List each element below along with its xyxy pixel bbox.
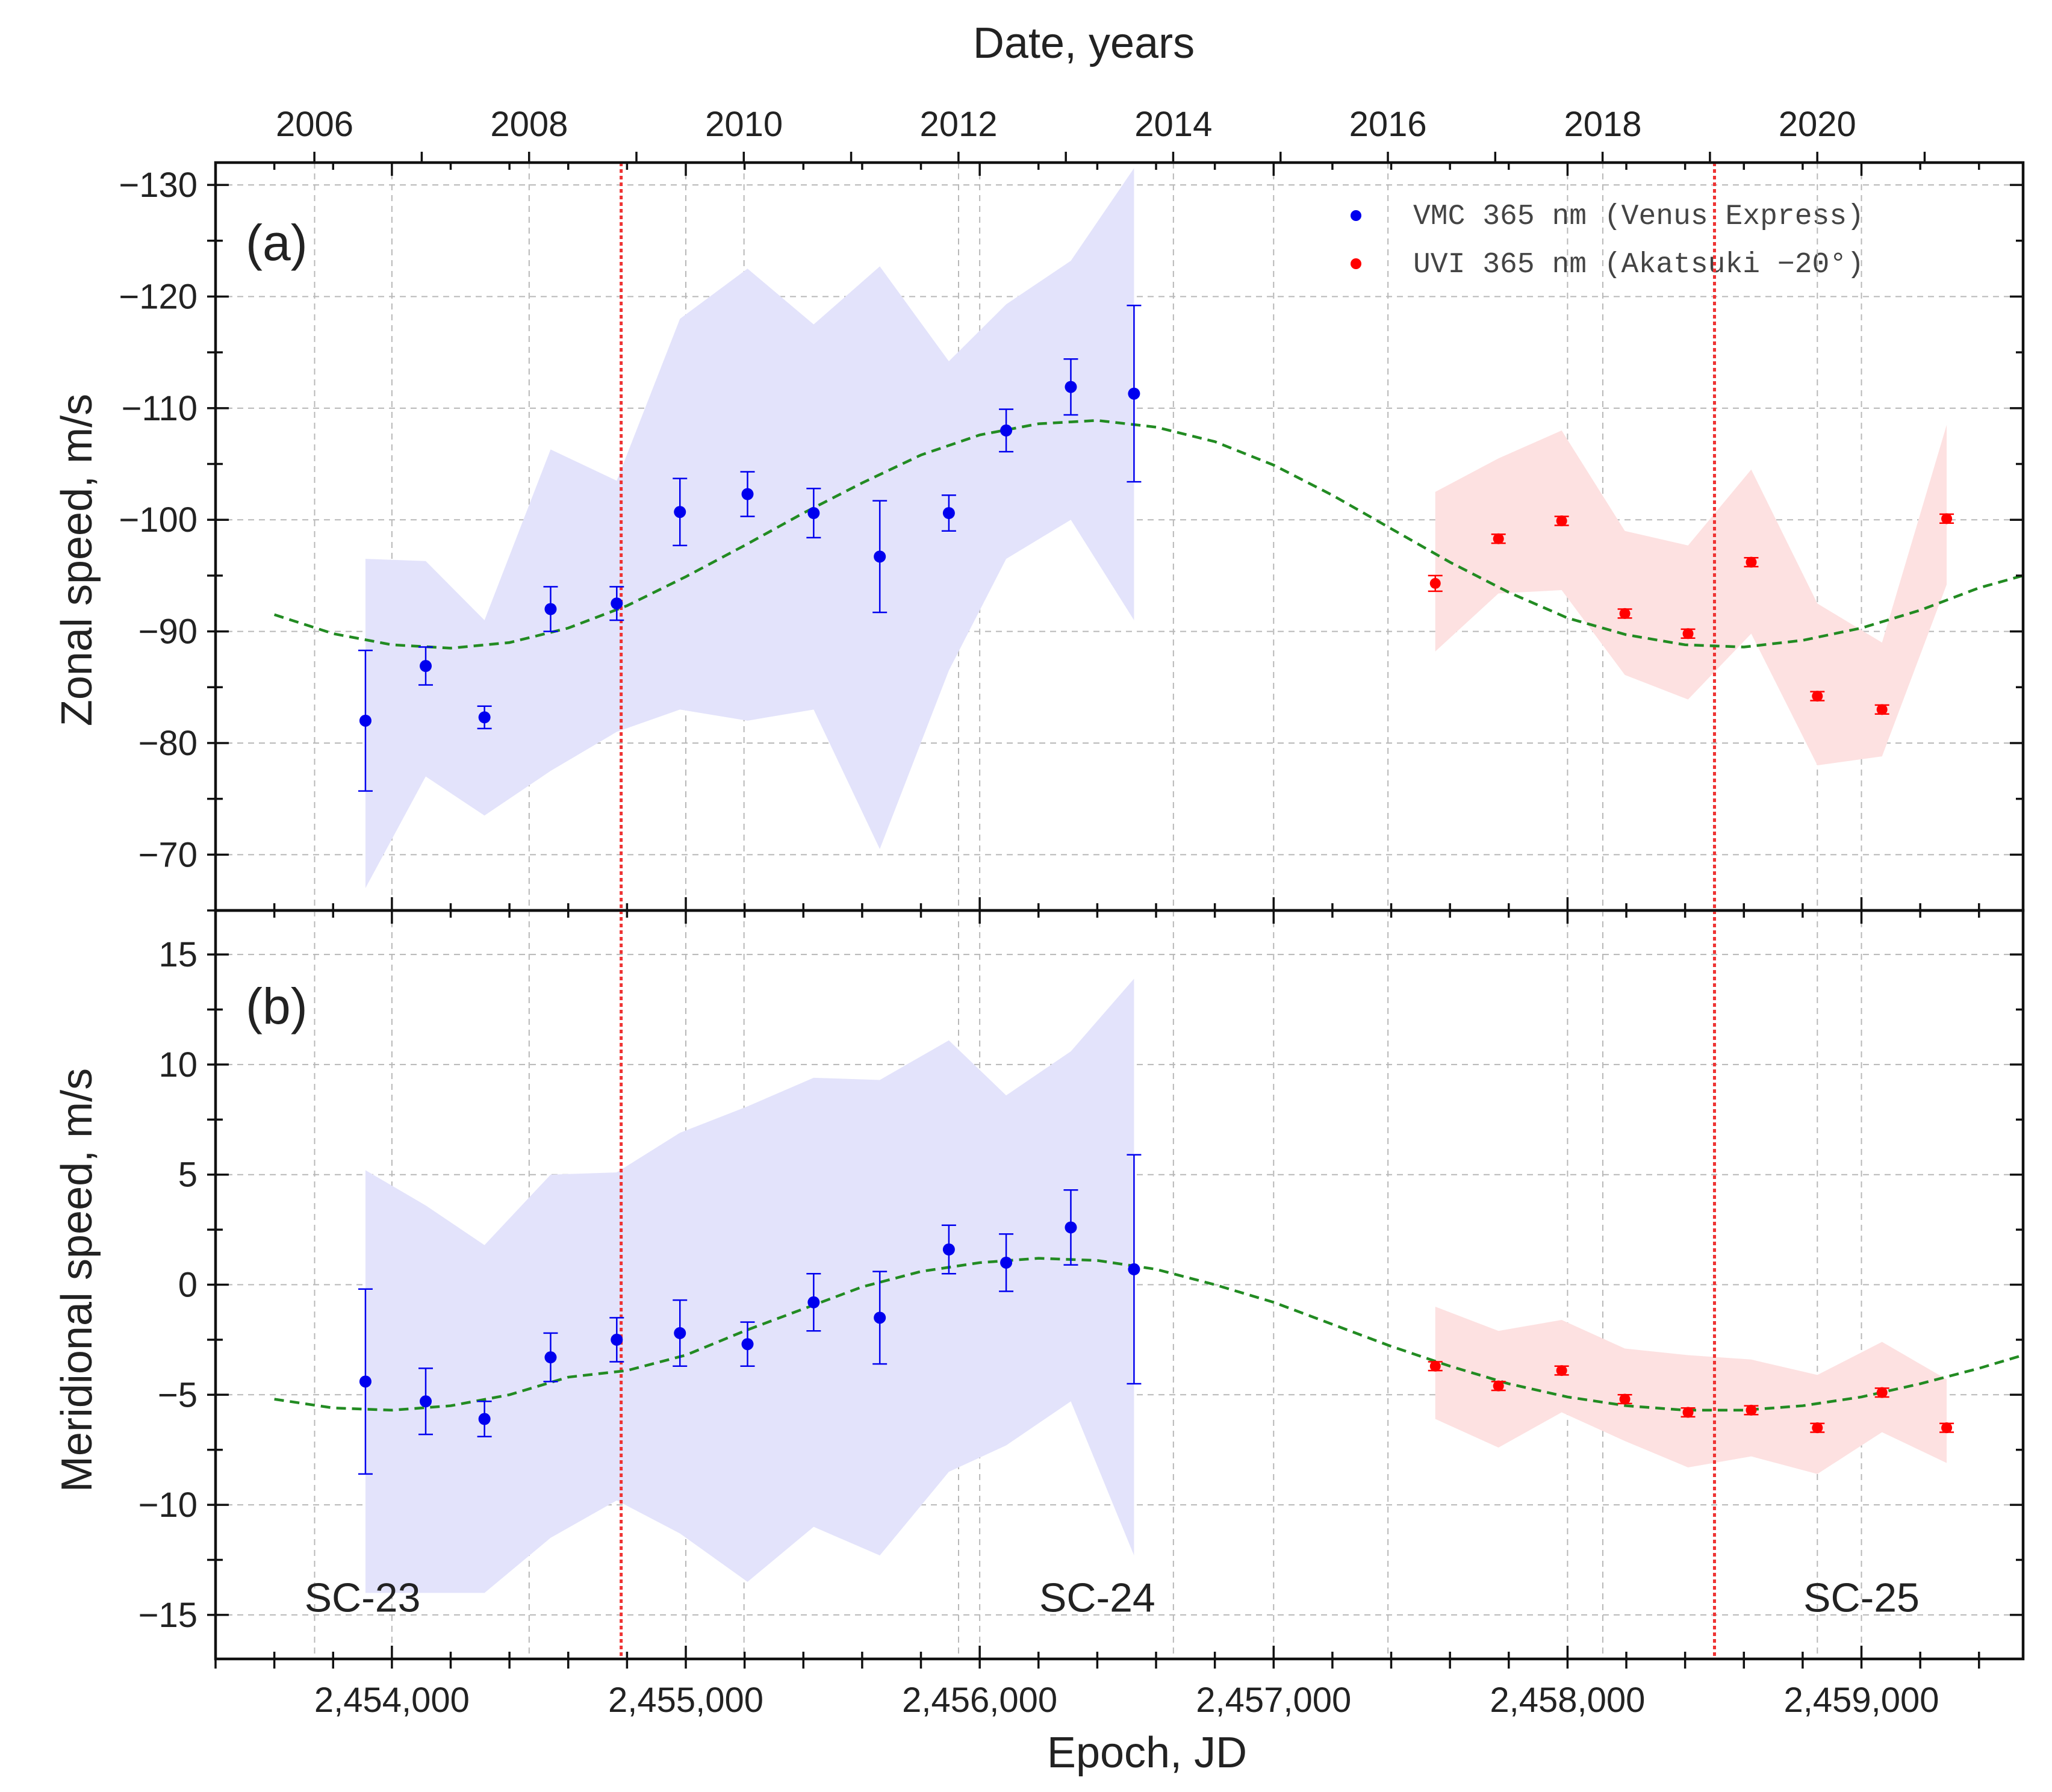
panel-b-cycle-label: SC-23 [305, 1575, 421, 1621]
panel-a-year-label: 2018 [1564, 105, 1641, 144]
panel-b-uvi-point [1941, 1422, 1953, 1434]
legend-vmc-label: VMC 365 nm (Venus Express) [1413, 201, 1864, 233]
panel-b-uvi-point [1493, 1380, 1504, 1392]
panel-a-vmc-point [741, 488, 754, 500]
panel-b-ytick-label: −15 [138, 1596, 197, 1635]
panel-b-label: (b) [246, 978, 308, 1034]
panel-a-uvi-point [1429, 577, 1441, 589]
panel-b-xtick-label: 2,457,000 [1196, 1681, 1351, 1720]
panel-b-vmc-point [544, 1351, 557, 1364]
panel-b-vmc-point [874, 1311, 886, 1324]
panel-b-ytick-label: −5 [158, 1375, 197, 1414]
panel-a: −130 −120 −110 −100 −90 −80 −70 2006 2008 2010 201… [119, 105, 2025, 912]
panel-b-cycle-label: SC-25 [1803, 1575, 1920, 1621]
panel-b-vmc-point [420, 1395, 432, 1408]
panel-b-vmc-point [741, 1338, 754, 1351]
panel-b-xtick-label: 2,455,000 [608, 1681, 763, 1720]
panel-a-ytick-label: −80 [138, 724, 197, 763]
panel-b-vmc-point [478, 1413, 491, 1425]
panel-a-uvi-point [1746, 556, 1757, 568]
panel-a-fit-line [273, 418, 2023, 650]
panel-a-vmc-point [420, 660, 432, 673]
top-axis-title: Date, years [973, 19, 1195, 67]
panel-a-vmc-point [1065, 381, 1077, 393]
panel-a-uvi-point [1493, 533, 1504, 544]
panel-a-uvi-point [1556, 515, 1567, 527]
panel-a-vmc-point [674, 506, 686, 518]
panel-a-uvi-band [1435, 425, 1947, 766]
panel-a-year-label: 2012 [919, 105, 997, 144]
panel-a-ytick-label: −110 [122, 389, 197, 428]
panel-a-vmc-point [1000, 424, 1013, 437]
panel-b-vmc-point [1065, 1221, 1077, 1234]
panel-b-uvi-point [1429, 1360, 1441, 1372]
panel-a-vmc-point [1128, 387, 1140, 400]
panel-a-vmc-point [874, 550, 886, 563]
panel-a-ylabel: Zonal speed, m/s [53, 394, 101, 726]
panel-b-xtick-label: 2,459,000 [1784, 1681, 1939, 1720]
panel-b-cycle-label: SC-24 [1039, 1575, 1155, 1621]
panel-a-year-label: 2008 [490, 105, 568, 144]
panel-a-year-label: 2010 [705, 105, 783, 144]
panel-b-fit-line [274, 1257, 2023, 1412]
panel-b-vmc-point [807, 1296, 820, 1308]
panel-a-ytick-label: −100 [119, 500, 197, 540]
legend-uvi-label: UVI 365 nm (Akatsuki −20°) [1413, 249, 1864, 281]
panel-b: 15 10 5 0 −5 −10 −15 2,454,000 2,455,000 2,456,00… [138, 909, 2025, 1720]
panel-a-year-label: 2020 [1779, 105, 1856, 144]
panel-b-vmc-point [674, 1327, 686, 1339]
panel-a-vmc-point [544, 603, 557, 615]
panel-a-vmc-point [611, 597, 623, 610]
panel-b-vmc-point [359, 1375, 372, 1388]
panel-a-year-label: 2014 [1134, 105, 1212, 144]
panel-a-vmc-band [365, 168, 1134, 888]
panel-b-xtick-label: 2,456,000 [902, 1681, 1057, 1720]
panel-b-xtick-label: 2,454,000 [314, 1681, 470, 1720]
panel-a-uvi-point [1812, 691, 1823, 702]
panel-a-vmc-point [359, 714, 372, 727]
panel-a-uvi-point [1941, 513, 1953, 524]
panel-b-uvi-point [1682, 1407, 1694, 1418]
panel-b-uvi-point [1812, 1422, 1823, 1434]
legend-uvi-marker [1351, 258, 1361, 269]
panel-b-uvi-point [1619, 1393, 1631, 1405]
panel-a-plot-area [216, 163, 2023, 910]
bottom-axis-title: Epoch, JD [1047, 1729, 1247, 1777]
panel-a-ytick-label: −120 [119, 277, 197, 316]
panel-a-ytick-label: −70 [138, 835, 197, 874]
legend-vmc-marker [1351, 210, 1361, 221]
panel-b-xtick-label: 2,458,000 [1490, 1681, 1645, 1720]
panel-a-label: (a) [246, 214, 308, 271]
panel-b-ytick-label: 15 [158, 935, 197, 974]
panel-b-vmc-band [365, 978, 1134, 1593]
panel-b-vmc-point [1000, 1256, 1013, 1269]
panel-a-uvi-point [1619, 608, 1631, 619]
panel-b-ytick-label: 10 [158, 1045, 197, 1084]
panel-b-vmc-point [1128, 1263, 1140, 1275]
panel-a-year-label: 2006 [276, 105, 353, 144]
panel-a-uvi-point [1682, 628, 1694, 639]
panel-b-uvi-point [1746, 1404, 1757, 1416]
panel-b-uvi-point [1556, 1365, 1567, 1377]
panel-b-ylabel: Meridional speed, m/s [53, 1068, 101, 1492]
panel-b-vmc-point [611, 1333, 623, 1346]
panel-a-uvi-point [1876, 704, 1888, 715]
panel-a-vmc-point [478, 711, 491, 724]
panel-a-ytick-label: −90 [138, 612, 197, 652]
panel-b-ytick-label: 0 [178, 1266, 197, 1305]
panel-b-uvi-point [1876, 1387, 1888, 1398]
panel-b-plot-area [216, 910, 2023, 1659]
panel-b-ytick-label: 5 [178, 1156, 197, 1195]
panel-a-vmc-point [942, 507, 955, 520]
panel-a-vmc-point [807, 507, 820, 520]
legend: VMC 365 nm (Venus Express) UVI 365 nm (A… [1351, 201, 1864, 281]
panel-b-vmc-point [942, 1243, 955, 1256]
panel-b-ytick-label: −10 [138, 1486, 197, 1525]
panel-a-year-label: 2016 [1349, 105, 1427, 144]
panel-a-ytick-label: −130 [119, 166, 197, 205]
